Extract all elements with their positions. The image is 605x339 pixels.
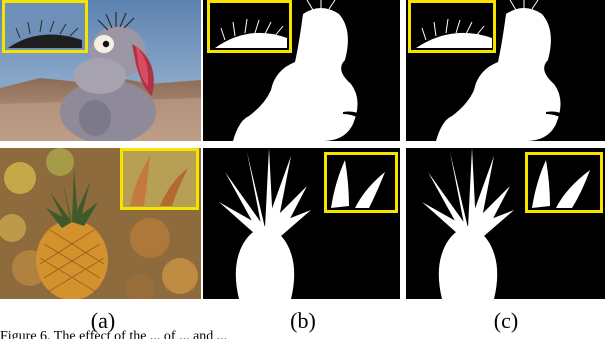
caption-a: (a)	[90, 308, 116, 333]
caption-b: (b)	[290, 308, 316, 333]
caption-c: (c)	[493, 308, 519, 333]
photo-pineapple	[0, 148, 201, 299]
photo-toy	[0, 0, 201, 141]
figure-caption-text: Figure 6. The effect of the ... of ... a…	[0, 330, 228, 339]
matte-pineapple-b	[203, 148, 400, 299]
matte-pineapple-c	[406, 148, 605, 299]
matte-toy-b	[203, 0, 400, 141]
matte-toy-c	[406, 0, 605, 141]
